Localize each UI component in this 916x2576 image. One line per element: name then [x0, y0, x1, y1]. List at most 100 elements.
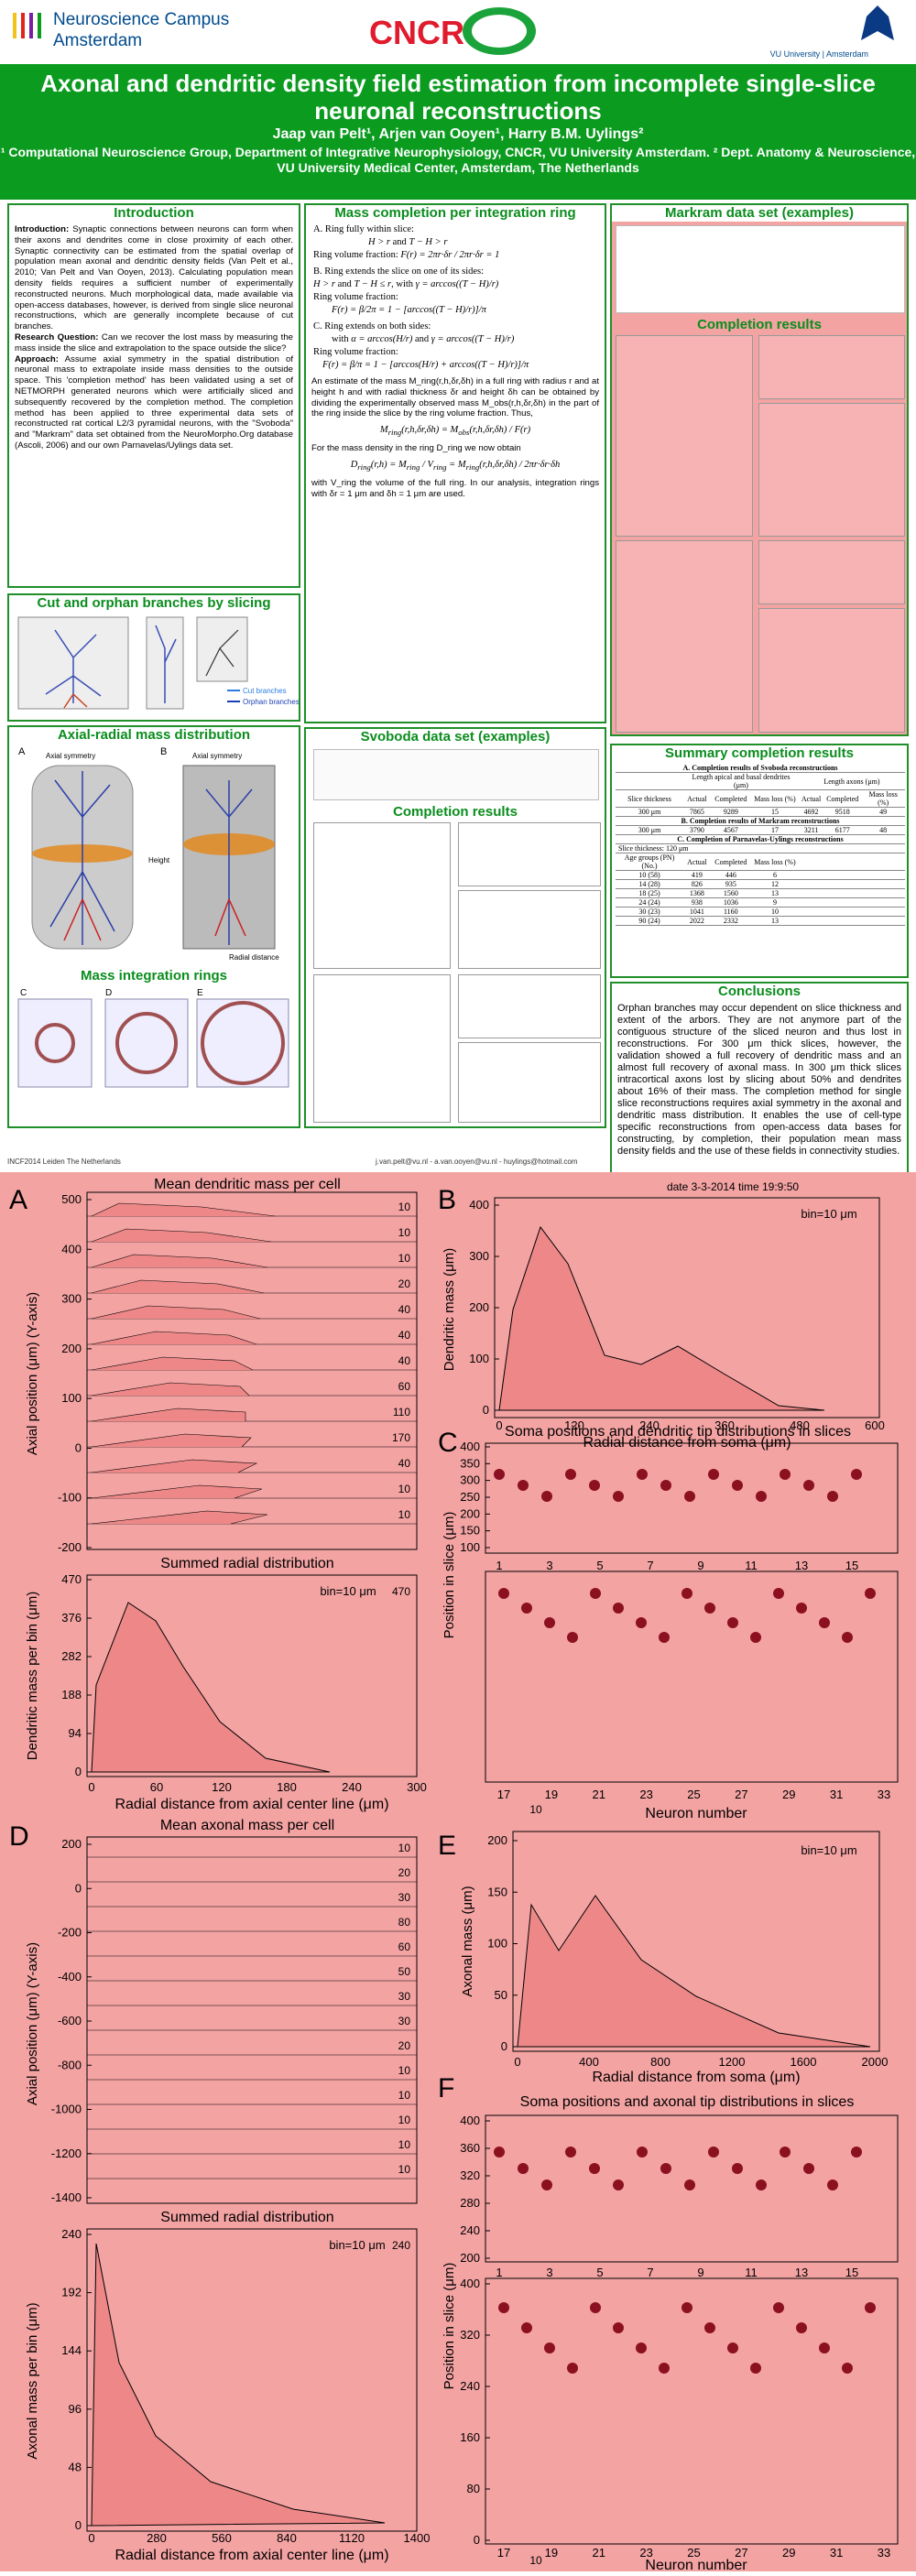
panel-f-soma — [865, 2302, 876, 2313]
panel-d-count: 30 — [398, 1990, 411, 2003]
panel-d-label: D — [9, 1821, 29, 1852]
svoboda-panel-d — [313, 974, 451, 1123]
panel-d-y-tick: -600 — [58, 2014, 82, 2027]
panel-a-profile — [91, 1382, 250, 1397]
panel-c-title: Soma positions and dendritic tip distrib… — [505, 1424, 851, 1440]
panel-f-scale: 10 — [529, 2554, 542, 2567]
panel-a2-x-tick: 120 — [212, 1780, 232, 1794]
panel-c-frame-2 — [485, 1571, 899, 1783]
panel-a2-frame — [86, 1574, 418, 1777]
panel-f-soma — [660, 2163, 671, 2174]
svoboda-panel-a — [313, 822, 451, 969]
panel-f-x1-tick: 3 — [546, 2266, 552, 2279]
panel-f-soma — [684, 2179, 695, 2190]
panel-f-x2-tick: 27 — [735, 2546, 747, 2560]
svg-text:Axial symmetry: Axial symmetry — [192, 752, 242, 760]
panel-b-bin: bin=10 μm — [801, 1207, 856, 1221]
panel-c-y-tick: 250 — [460, 1490, 480, 1504]
panel-f-soma — [727, 2342, 738, 2353]
panel-b-x-tick: 120 — [564, 1418, 584, 1432]
panel-d-count: 50 — [398, 1965, 411, 1978]
panel-e-y-tick: 100 — [487, 1937, 507, 1951]
panel-a-count: 40 — [398, 1457, 411, 1470]
panel-c-x2-tick: 25 — [687, 1788, 700, 1801]
axial-symmetry-figure: A B Axial symmetry Axial symmetry Height… — [18, 746, 279, 962]
panel-b-x-tick: 0 — [496, 1418, 502, 1432]
authors: Jaap van Pelt¹, Arjen van Ooyen¹, Harry … — [272, 126, 644, 142]
panel-d2-binval: 240 — [392, 2239, 410, 2252]
panel-d2-x-tick: 0 — [88, 2531, 94, 2545]
panel-d-count: 10 — [398, 2163, 411, 2176]
panel-f-x2-tick: 25 — [687, 2546, 700, 2560]
panel-c-ylabel: Position in slice (μm) — [442, 1512, 457, 1639]
markram-panel-e — [758, 540, 905, 604]
cut-branches-box: Cut and orphan branches by slicing Cut b… — [7, 593, 300, 722]
markram-panel-f — [758, 608, 905, 733]
panel-b-y-tick: 100 — [469, 1352, 489, 1365]
panel-f-x2-tick: 17 — [497, 2546, 510, 2560]
conclusions-title: Conclusions — [717, 984, 801, 999]
panel-c-soma — [544, 1617, 555, 1628]
svg-text:D: D — [105, 988, 112, 998]
svoboda-completion-title: Completion results — [393, 804, 518, 820]
panel-a-count: 10 — [398, 1508, 411, 1521]
panel-d2-frame — [86, 2228, 418, 2532]
markram-completion-title: Completion results — [697, 317, 822, 332]
panel-f-x2-tick: 23 — [639, 2546, 652, 2560]
panel-c-soma — [865, 1588, 876, 1599]
panel-d2-bin: bin=10 μm — [329, 2238, 385, 2252]
panel-e-x-tick: 0 — [514, 2055, 520, 2069]
panel-d-title: Mean axonal mass per cell — [160, 1818, 334, 1833]
panel-a-count: 170 — [392, 1431, 410, 1444]
panel-a-profile — [91, 1484, 263, 1499]
svoboda-panel-f — [458, 1042, 601, 1123]
panel-f-frame-2 — [485, 2277, 899, 2545]
panel-a-y-tick: 100 — [61, 1391, 82, 1405]
svoboda-title: Svoboda data set (examples) — [360, 729, 551, 745]
panel-a-y-tick: 400 — [61, 1242, 82, 1255]
panel-c-x1-tick: 15 — [845, 1559, 858, 1572]
panel-a-profile — [91, 1279, 265, 1294]
panel-a-count: 10 — [398, 1252, 411, 1265]
panel-a2-x-tick: 240 — [342, 1780, 362, 1794]
panel-c-soma — [613, 1603, 624, 1614]
svg-text:Height: Height — [148, 856, 170, 864]
panel-b-x-tick: 240 — [639, 1418, 660, 1432]
panel-a2-bin: bin=10 μm — [320, 1584, 376, 1598]
panel-f-soma — [773, 2302, 784, 2313]
panel-d2-y-tick: 48 — [69, 2460, 82, 2473]
panel-c-soma — [732, 1480, 743, 1491]
campus-logo-text: Neuroscience Campus Amsterdam — [53, 10, 230, 50]
panel-c-soma — [842, 1632, 853, 1643]
panel-a2-x-tick: 60 — [150, 1780, 163, 1794]
panel-f-soma — [803, 2163, 814, 2174]
panel-f-y1-tick: 360 — [460, 2141, 480, 2155]
panel-a2-x-tick: 180 — [277, 1780, 297, 1794]
panel-c-soma — [636, 1617, 647, 1628]
completion-equations: A. Ring fully within slice: H > r and T … — [313, 224, 529, 370]
introduction-text: Introduction: Synaptic connections betwe… — [15, 224, 294, 451]
panel-a2-histogram — [91, 1602, 331, 1773]
panel-d-count: 20 — [398, 1866, 411, 1879]
panel-d-y-tick: -800 — [58, 2058, 82, 2071]
panel-c-x2-tick: 17 — [497, 1788, 510, 1801]
markram-panel-c — [758, 403, 905, 537]
panel-a-y-tick: 500 — [61, 1192, 82, 1206]
panel-d-count: 10 — [398, 2114, 411, 2126]
panel-f-soma — [494, 2147, 505, 2158]
panel-e-y-tick: 150 — [487, 1885, 507, 1898]
panel-d2-xlabel: Radial distance from axial center line (… — [114, 2548, 388, 2563]
panel-a2-y-tick: 376 — [61, 1611, 82, 1625]
markram-title: Markram data set (examples) — [612, 205, 907, 222]
panel-c-x1-tick: 13 — [795, 1559, 808, 1572]
summary-title: Summary completion results — [665, 745, 854, 761]
panel-c-soma — [589, 1480, 600, 1491]
panel-c-soma — [660, 1480, 671, 1491]
rings-title: Mass integration rings — [80, 968, 228, 984]
completion-text-3: with V_ring the volume of the full ring.… — [311, 478, 599, 499]
panel-f-title: Soma positions and axonal tip distributi… — [520, 2094, 855, 2110]
panel-d-y-tick: -1200 — [51, 2147, 82, 2160]
panel-d-y-tick: -200 — [58, 1926, 82, 1940]
panel-a-title: Mean dendritic mass per cell — [154, 1177, 341, 1192]
panel-e-x-tick: 400 — [579, 2055, 599, 2069]
